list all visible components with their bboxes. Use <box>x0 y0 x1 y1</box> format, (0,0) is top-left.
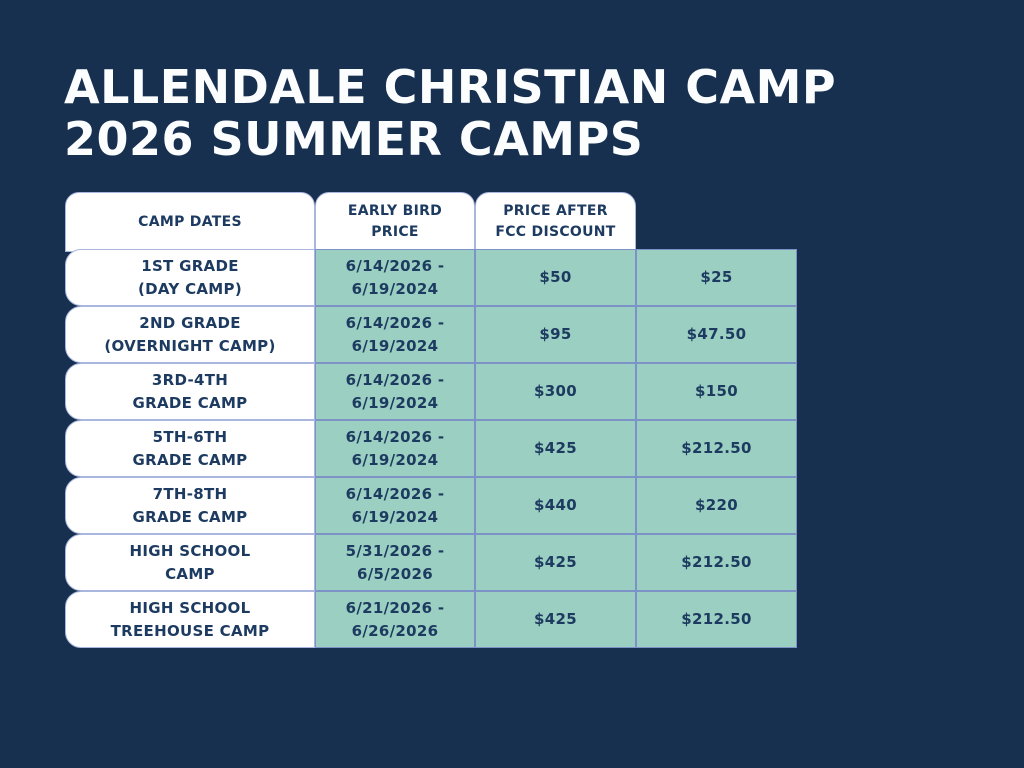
row-label-camp-name: 2ND GRADE (OVERNIGHT CAMP) <box>65 306 315 363</box>
cell-early-bird-price: $425 <box>475 420 636 477</box>
page-title: ALLENDALE CHRISTIAN CAMP 2026 SUMMER CAM… <box>64 60 837 166</box>
cell-price-after-fcc-discount: $47.50 <box>636 306 797 363</box>
cell-early-bird-price: $95 <box>475 306 636 363</box>
cell-camp-dates: 6/14/2026 - 6/19/2024 <box>315 477 475 534</box>
cell-camp-dates: 6/21/2026 - 6/26/2026 <box>315 591 475 648</box>
cell-price-after-fcc-discount: $212.50 <box>636 420 797 477</box>
cell-early-bird-price: $425 <box>475 591 636 648</box>
cell-camp-dates: 6/14/2026 - 6/19/2024 <box>315 420 475 477</box>
cell-early-bird-price: $425 <box>475 534 636 591</box>
row-label-camp-name: 1ST GRADE (DAY CAMP) <box>65 249 315 306</box>
camps-pricing-table: CAMP DATES EARLY BIRD PRICE PRICE AFTER … <box>65 192 797 648</box>
row-label-camp-name: 5TH-6TH GRADE CAMP <box>65 420 315 477</box>
cell-price-after-fcc-discount: $25 <box>636 249 797 306</box>
row-label-camp-name: 7TH-8TH GRADE CAMP <box>65 477 315 534</box>
cell-price-after-fcc-discount: $150 <box>636 363 797 420</box>
column-header-price-after-fcc-discount: PRICE AFTER FCC DISCOUNT <box>475 192 636 252</box>
cell-camp-dates: 6/14/2026 - 6/19/2024 <box>315 306 475 363</box>
cell-early-bird-price: $300 <box>475 363 636 420</box>
header-spacer <box>636 192 797 249</box>
cell-early-bird-price: $440 <box>475 477 636 534</box>
cell-price-after-fcc-discount: $220 <box>636 477 797 534</box>
column-header-camp-dates: CAMP DATES <box>65 192 315 252</box>
column-header-early-bird-price: EARLY BIRD PRICE <box>315 192 475 252</box>
cell-price-after-fcc-discount: $212.50 <box>636 591 797 648</box>
cell-early-bird-price: $50 <box>475 249 636 306</box>
cell-camp-dates: 6/14/2026 - 6/19/2024 <box>315 363 475 420</box>
cell-camp-dates: 6/14/2026 - 6/19/2024 <box>315 249 475 306</box>
row-label-camp-name: HIGH SCHOOL TREEHOUSE CAMP <box>65 591 315 648</box>
row-label-camp-name: 3RD-4TH GRADE CAMP <box>65 363 315 420</box>
cell-price-after-fcc-discount: $212.50 <box>636 534 797 591</box>
cell-camp-dates: 5/31/2026 - 6/5/2026 <box>315 534 475 591</box>
row-label-camp-name: HIGH SCHOOL CAMP <box>65 534 315 591</box>
